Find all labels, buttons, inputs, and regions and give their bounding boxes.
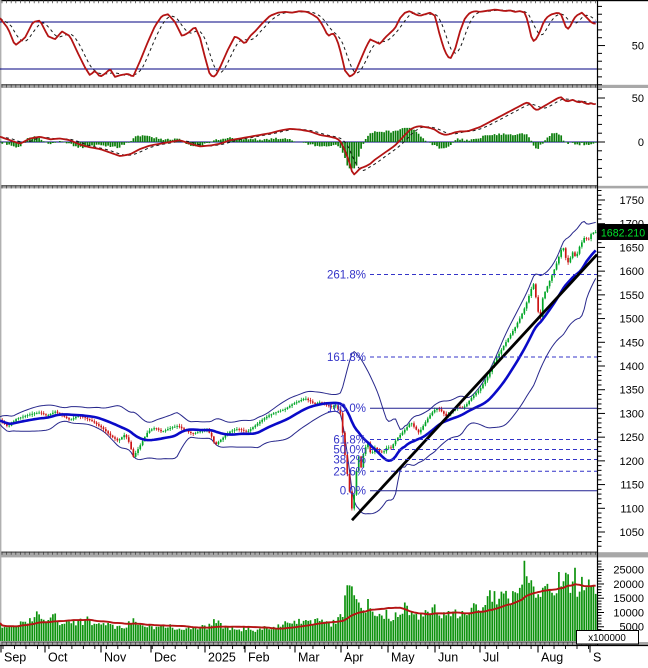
price-panel[interactable]: 261.8% 161.8% 100.0% 61.8%50.0%38.2%23.6% 0.…	[0, 220, 597, 522]
volume-tick-label: 15000	[613, 593, 644, 605]
momentum-histogram	[0, 127, 597, 169]
month-label-Jul: Jul	[483, 651, 499, 665]
price-tick-label: 1650	[620, 242, 644, 254]
stochastic-signal-line	[0, 9, 597, 76]
candlesticks	[1, 230, 597, 511]
fib-label-100.0%: 100.0%	[327, 403, 366, 415]
volume-tick-label: 25000	[613, 565, 644, 577]
price-tick-label: 1200	[620, 456, 644, 468]
month-label-Aug: Aug	[541, 651, 563, 665]
price-tick-label: 1450	[620, 337, 644, 349]
month-label-Nov: Nov	[104, 651, 127, 665]
volume-multiplier-box: x100000	[576, 630, 639, 645]
volume-panel[interactable]	[0, 560, 597, 641]
volume-ma-line	[0, 583, 596, 630]
price-tick-label: 1050	[620, 527, 644, 539]
last-price-value: 1682.210	[601, 228, 645, 240]
stochastic-k-line	[0, 8, 596, 78]
moving-average-line	[0, 249, 597, 463]
trendline[interactable]	[350, 253, 597, 522]
fib-label-261.8%: 261.8%	[327, 269, 366, 281]
month-label-S: S	[593, 651, 601, 665]
panel-tick-rulers	[1, 0, 596, 645]
volume-bars	[0, 560, 597, 641]
month-label-Mar: Mar	[298, 651, 320, 665]
momentum-panel[interactable]	[0, 96, 597, 176]
price-tick-label: 1350	[620, 385, 644, 397]
volume-tick-label: 10000	[613, 607, 644, 619]
fib-label-23.6%: 23.6%	[333, 466, 366, 478]
bollinger-lower-band	[0, 278, 597, 515]
panel-separators	[0, 0, 648, 645]
value-axis: 5050017501700165016001550150014501400135…	[596, 0, 644, 645]
momentum-plot	[0, 96, 597, 176]
bollinger-upper-band	[0, 220, 596, 430]
momentum-line	[0, 96, 596, 176]
price-tick-label: 1750	[620, 195, 644, 207]
last-price-badge: 1682.210	[598, 224, 648, 240]
volume-multiplier-label: x100000	[588, 633, 626, 644]
stochastic-plot	[0, 8, 597, 78]
stoch-tick-label: 50	[632, 41, 644, 53]
volume-plot	[0, 560, 597, 641]
fibonacci-levels: 261.8% 161.8% 100.0% 61.8%50.0%38.2%23.6% 0.…	[327, 269, 597, 498]
stochastic-panel[interactable]	[0, 8, 597, 78]
price-tick-label: 1250	[620, 432, 644, 444]
fib-label-50.0%: 50.0%	[333, 444, 366, 456]
price-tick-label: 1550	[620, 290, 644, 302]
price-tick-label: 1500	[620, 314, 644, 326]
price-tick-label: 1100	[620, 503, 644, 515]
time-axis: Sep Oct Nov Dec 2025 Feb Mar Apr May Jun Jul Aug S	[0, 644, 648, 665]
month-label-Dec: Dec	[154, 651, 176, 665]
fib-label-161.8%: 161.8%	[327, 352, 366, 364]
price-tick-label: 1300	[620, 408, 644, 420]
momentum-tick-label-50: 50	[632, 93, 644, 105]
price-tick-label: 1150	[620, 480, 644, 492]
momentum-tick-label-0: 0	[638, 137, 644, 149]
fib-label-38.2%: 38.2%	[333, 454, 366, 466]
month-label-Oct: Oct	[48, 651, 68, 665]
fib-label-0.0%: 0.0%	[340, 486, 366, 498]
month-label-2025: 2025	[208, 651, 236, 665]
month-label-May: May	[391, 651, 415, 665]
month-label-Apr: Apr	[344, 651, 363, 665]
month-label-Feb: Feb	[248, 651, 270, 665]
price-plot	[0, 220, 597, 522]
month-label-Jun: Jun	[438, 651, 458, 665]
price-tick-label: 1600	[620, 266, 644, 278]
month-label-Sep: Sep	[4, 651, 26, 665]
fib-label-61.8%: 61.8%	[333, 435, 366, 447]
price-tick-label: 1400	[620, 361, 644, 373]
volume-tick-label: 20000	[613, 579, 644, 591]
